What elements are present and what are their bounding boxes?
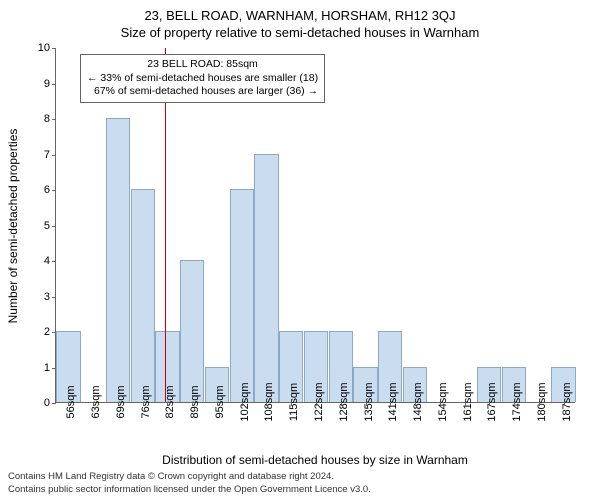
x-tick-mark: [167, 402, 168, 406]
x-tick-mark: [93, 402, 94, 406]
y-tick-mark: [52, 261, 56, 262]
histogram-bar: [131, 189, 155, 402]
y-tick-mark: [52, 403, 56, 404]
x-axis-label: Distribution of semi-detached houses by …: [162, 453, 468, 467]
x-tick-mark: [539, 402, 540, 406]
histogram-bar: [254, 154, 278, 403]
y-tick-mark: [52, 119, 56, 120]
x-tick-mark: [564, 402, 565, 406]
footer-line-2: Contains public sector information licen…: [8, 484, 371, 496]
title-sub: Size of property relative to semi-detach…: [0, 23, 600, 40]
x-tick-mark: [291, 402, 292, 406]
legend-box: 23 BELL ROAD: 85sqm ← 33% of semi-detach…: [80, 54, 325, 103]
x-tick-mark: [242, 402, 243, 406]
footer-attribution: Contains HM Land Registry data © Crown c…: [8, 471, 371, 496]
footer-line-1: Contains HM Land Registry data © Crown c…: [8, 471, 371, 483]
x-tick-mark: [390, 402, 391, 406]
y-tick-mark: [52, 297, 56, 298]
x-tick-mark: [341, 402, 342, 406]
y-tick-mark: [52, 84, 56, 85]
y-tick-mark: [52, 190, 56, 191]
x-tick-mark: [143, 402, 144, 406]
x-tick-mark: [514, 402, 515, 406]
x-tick-mark: [266, 402, 267, 406]
legend-line-3: 67% of semi-detached houses are larger (…: [87, 85, 318, 99]
x-tick-mark: [217, 402, 218, 406]
y-tick-mark: [52, 226, 56, 227]
histogram-bar: [230, 189, 254, 402]
y-tick-mark: [52, 155, 56, 156]
x-tick-mark: [316, 402, 317, 406]
x-tick-mark: [465, 402, 466, 406]
x-tick-mark: [118, 402, 119, 406]
legend-line-1: 23 BELL ROAD: 85sqm: [87, 58, 318, 72]
x-tick-mark: [415, 402, 416, 406]
x-tick-mark: [68, 402, 69, 406]
x-tick-mark: [192, 402, 193, 406]
title-main: 23, BELL ROAD, WARNHAM, HORSHAM, RH12 3Q…: [0, 0, 600, 23]
histogram-bar: [180, 260, 204, 402]
x-tick-mark: [366, 402, 367, 406]
x-tick-mark: [440, 402, 441, 406]
y-tick-mark: [52, 48, 56, 49]
y-axis-label: Number of semi-detached properties: [6, 128, 20, 323]
histogram-bar: [106, 118, 130, 402]
legend-line-2: ← 33% of semi-detached houses are smalle…: [87, 72, 318, 86]
x-tick-mark: [489, 402, 490, 406]
